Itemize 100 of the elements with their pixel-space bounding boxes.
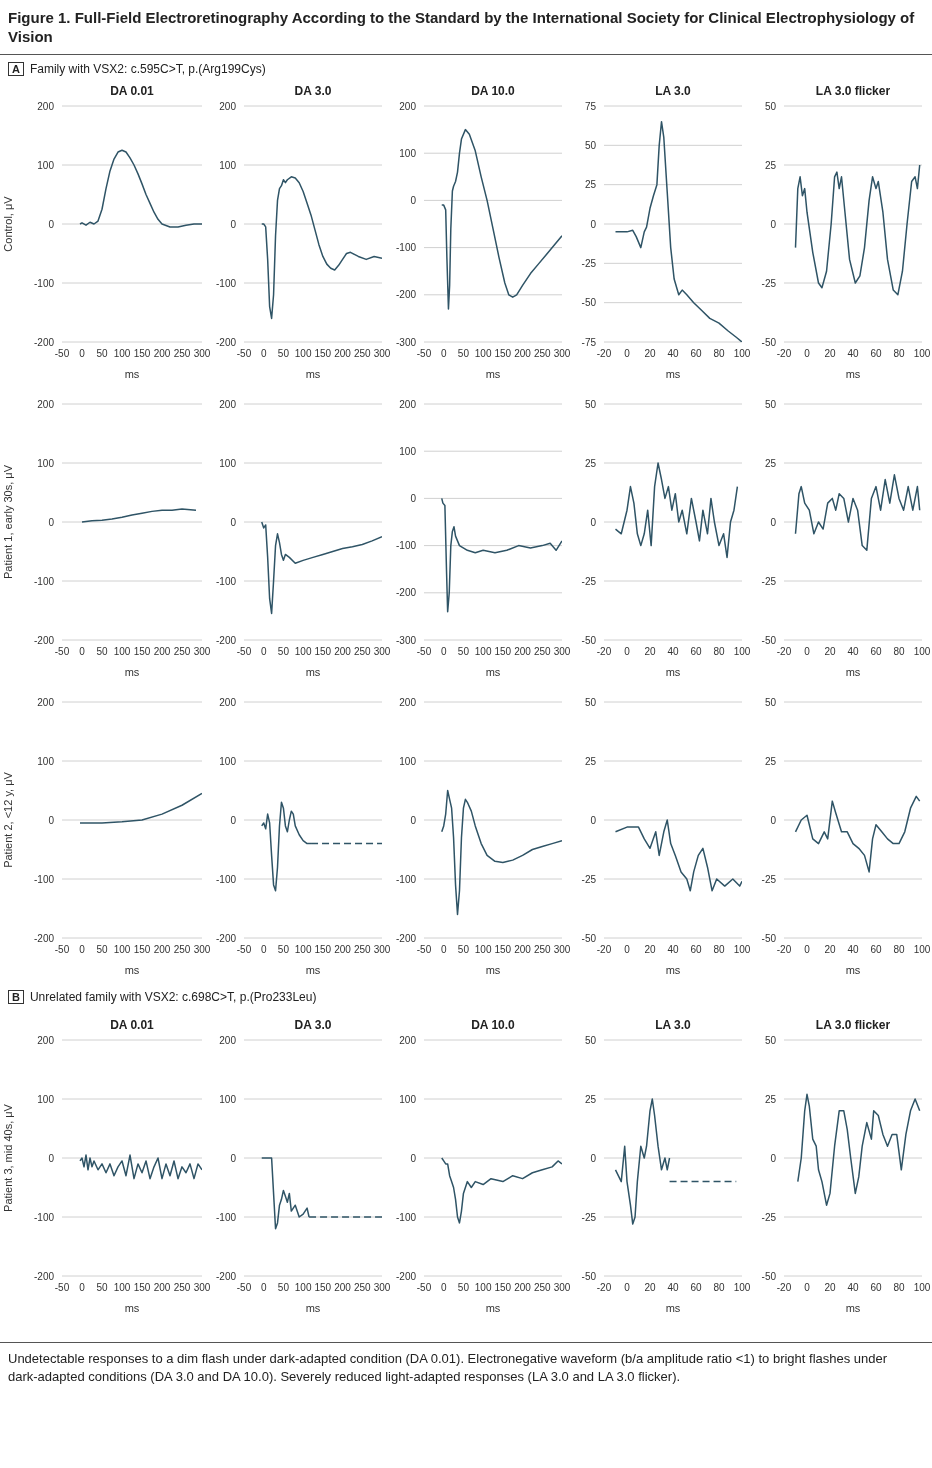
x-tick-label: 50 — [96, 1282, 108, 1294]
line-series — [260, 521, 382, 615]
x-axis-title: ms — [665, 666, 681, 678]
y-tick-label: 200 — [219, 398, 237, 410]
x-tick-label: 300 — [373, 646, 391, 658]
x-tick-label: 300 — [553, 348, 571, 360]
x-tick-label: -20 — [596, 1282, 612, 1294]
y-tick-label: -50 — [761, 634, 777, 646]
x-tick-label: 0 — [260, 1282, 267, 1294]
y-tick-label: 100 — [219, 755, 237, 767]
y-tick-label: -300 — [395, 336, 417, 348]
x-tick-label: 50 — [277, 348, 290, 360]
x-tick-label: 200 — [514, 1282, 532, 1294]
line-series — [614, 120, 742, 342]
x-tick-label: 80 — [893, 1282, 905, 1294]
x-tick-label: 40 — [667, 646, 679, 658]
y-tick-label: 200 — [37, 696, 55, 708]
x-tick-label: 80 — [713, 646, 725, 658]
y-tick-label: 0 — [590, 218, 597, 230]
x-axis-title: ms — [124, 368, 140, 380]
chart-title: DA 3.0 — [293, 1018, 333, 1032]
y-tick-label: 200 — [37, 398, 55, 410]
x-tick-label: 50 — [96, 944, 108, 956]
x-tick-label: 40 — [847, 944, 859, 956]
y-tick-label: 0 — [590, 814, 597, 826]
text: Unrelated family with VSX2: c.698C>T, p.(Pro233Leu) — [29, 990, 317, 1004]
x-axis-title: ms — [305, 368, 321, 380]
x-tick-label: 0 — [804, 348, 811, 360]
x-tick-label: 300 — [193, 1282, 211, 1294]
y-tick-label: 200 — [399, 1034, 417, 1046]
x-tick-label: 250 — [533, 1282, 552, 1294]
line-series — [794, 795, 921, 873]
line-series — [260, 176, 382, 320]
x-tick-label: 200 — [153, 944, 171, 956]
x-tick-label: 0 — [804, 1282, 811, 1294]
x-tick-label: 200 — [153, 1282, 171, 1294]
y-tick-label: -25 — [581, 1211, 597, 1223]
x-tick-label: 100 — [113, 1282, 131, 1294]
x-tick-label: 300 — [373, 348, 391, 360]
x-tick-label: 250 — [173, 646, 191, 658]
y-tick-label: 0 — [230, 218, 237, 230]
line-series — [614, 1098, 671, 1225]
x-tick-label: 50 — [96, 348, 108, 360]
chart-title: LA 3.0 flicker — [814, 1018, 892, 1032]
x-tick-label: 100 — [113, 348, 131, 360]
y-tick-label: -200 — [215, 336, 237, 348]
x-tick-label: 0 — [624, 348, 631, 360]
x-tick-label: 100 — [113, 944, 131, 956]
y-tick-label: 50 — [764, 1034, 777, 1046]
y-tick-label: -100 — [395, 1211, 417, 1223]
y-tick-label: 50 — [764, 100, 777, 112]
x-tick-label: 0 — [260, 646, 267, 658]
y-tick-label: 200 — [399, 100, 417, 112]
y-tick-label: 200 — [399, 696, 417, 708]
y-tick-label: 0 — [230, 814, 237, 826]
y-tick-label: -100 — [33, 575, 55, 587]
line-series — [440, 497, 562, 613]
x-tick-label: -20 — [596, 646, 612, 658]
x-tick-label: 150 — [494, 944, 512, 956]
x-tick-label: 40 — [667, 348, 679, 360]
x-tick-label: 150 — [314, 646, 332, 658]
x-tick-label: 200 — [514, 646, 532, 658]
x-tick-label: 150 — [314, 348, 332, 360]
line-series — [794, 474, 921, 552]
y-tick-label: 0 — [48, 516, 55, 528]
x-tick-label: 100 — [733, 348, 751, 360]
y-tick-label: 25 — [764, 457, 777, 469]
x-tick-label: -20 — [776, 944, 792, 956]
y-tick-label: -25 — [581, 257, 597, 269]
y-tick-label: -200 — [33, 932, 55, 944]
y-axis-title: Control, μV — [1, 195, 14, 252]
y-tick-label: 0 — [48, 1152, 55, 1164]
x-tick-label: 60 — [870, 944, 882, 956]
x-tick-label: 40 — [847, 1282, 859, 1294]
chart-title: DA 0.01 — [109, 1018, 155, 1032]
x-tick-label: 150 — [133, 944, 151, 956]
x-tick-label: 200 — [514, 348, 532, 360]
y-tick-label: 50 — [584, 1034, 597, 1046]
y-tick-label: 0 — [230, 516, 237, 528]
x-tick-label: 100 — [474, 646, 492, 658]
x-tick-label: 250 — [353, 944, 372, 956]
x-tick-label: 20 — [824, 944, 836, 956]
y-tick-label: 0 — [770, 218, 777, 230]
y-tick-label: 200 — [219, 696, 237, 708]
y-tick-label: -200 — [395, 289, 417, 301]
y-tick-label: -100 — [395, 242, 417, 254]
y-tick-label: -50 — [761, 336, 777, 348]
x-tick-label: 40 — [847, 646, 859, 658]
y-tick-label: -100 — [395, 540, 417, 552]
y-tick-label: 50 — [584, 696, 597, 708]
x-tick-label: 60 — [870, 646, 882, 658]
x-tick-label: 150 — [133, 646, 151, 658]
y-tick-label: 100 — [37, 755, 55, 767]
x-tick-label: 250 — [353, 348, 372, 360]
y-tick-label: -200 — [395, 587, 417, 599]
y-tick-label: 25 — [584, 1093, 597, 1105]
line-series — [440, 128, 562, 310]
x-tick-label: 100 — [913, 348, 931, 360]
x-tick-label: 300 — [193, 646, 211, 658]
y-tick-label: 0 — [230, 1152, 237, 1164]
